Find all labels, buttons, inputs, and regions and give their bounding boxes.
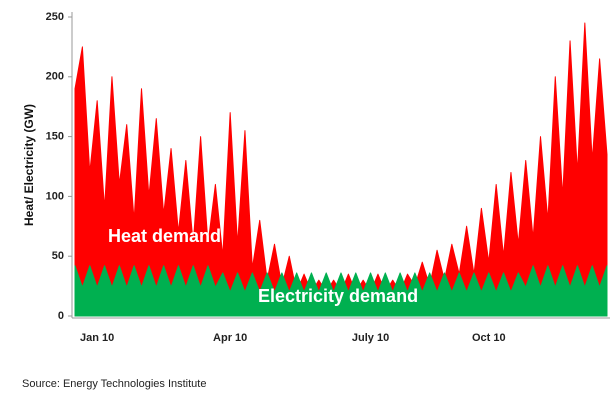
area (74, 22, 608, 317)
area (74, 265, 608, 317)
x-tick-label: July 10 (352, 332, 389, 344)
annotation: Heat demand (108, 226, 221, 246)
x-tick-label: Oct 10 (472, 332, 506, 344)
annotation: Electricity demand (258, 286, 418, 306)
y-tick-label: 0 (58, 310, 64, 322)
source: Source: Energy Technologies Institute (22, 378, 206, 390)
y-tick-label: 200 (46, 71, 64, 83)
y-axis-title: Heat/ Electricity (GW) (22, 104, 36, 226)
y-tick-label: 50 (52, 250, 64, 262)
y-tick-label: 150 (46, 131, 64, 143)
y-tick-label: 100 (46, 190, 64, 202)
x-tick-label: Apr 10 (213, 332, 247, 344)
y-tick-label: 250 (46, 11, 64, 23)
x-tick-label: Jan 10 (80, 332, 114, 344)
